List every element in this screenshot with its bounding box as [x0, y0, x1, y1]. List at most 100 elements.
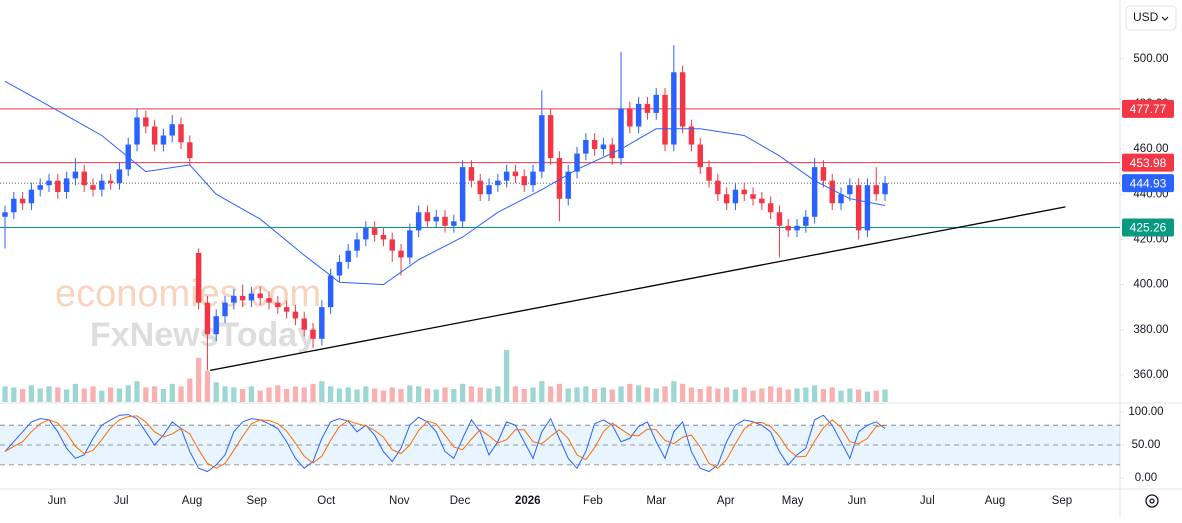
- candle-body: [574, 153, 580, 172]
- volume-bar: [855, 389, 862, 402]
- volume-bar: [794, 388, 800, 402]
- candle-body: [767, 203, 774, 213]
- candle-body: [345, 250, 351, 262]
- candle-body: [398, 250, 404, 258]
- x-tick-label: Jun: [848, 495, 867, 507]
- price-label: 477.77: [1130, 102, 1167, 116]
- volume-bar: [715, 388, 721, 402]
- candle-body: [301, 318, 307, 330]
- candle-body: [195, 252, 202, 303]
- volume-bar: [257, 390, 263, 402]
- volume-bar: [19, 389, 26, 402]
- candle-body: [292, 311, 299, 319]
- volume-bar: [539, 381, 545, 402]
- volume-bar: [618, 386, 624, 402]
- candle-body: [336, 261, 343, 276]
- volume-bar: [864, 391, 871, 402]
- volume-bar: [283, 389, 290, 402]
- volume-bar: [591, 389, 598, 402]
- candle-body: [671, 72, 677, 145]
- candle-body: [37, 185, 43, 190]
- candle-body: [19, 198, 26, 204]
- volume-bar: [495, 386, 501, 402]
- volume-bar: [662, 386, 668, 402]
- volume-bar: [143, 387, 149, 402]
- candle-body: [169, 124, 175, 136]
- volume-bar: [459, 383, 466, 402]
- volume-bar: [72, 383, 79, 402]
- volume-bar: [37, 388, 43, 402]
- volume-bar: [723, 387, 730, 402]
- candle-body: [829, 180, 835, 204]
- candle-body: [442, 216, 448, 226]
- candle-body: [591, 140, 598, 150]
- volume-bar: [838, 390, 844, 402]
- stoch-line: [4, 414, 886, 473]
- candle-body: [46, 180, 52, 186]
- volume-bar: [213, 382, 219, 402]
- volume-bar: [811, 385, 818, 402]
- candle-body: [239, 295, 246, 301]
- y-tick-label: 500.00: [1133, 53, 1168, 65]
- volume-bar: [521, 389, 527, 402]
- volume-bar: [556, 383, 563, 402]
- volume-bar: [530, 387, 536, 402]
- volume-bar: [292, 386, 299, 402]
- candle-body: [759, 198, 765, 204]
- candle-body: [160, 135, 167, 145]
- volume-bar: [204, 370, 211, 402]
- settings-icon[interactable]: [1145, 494, 1159, 508]
- price-label: 425.26: [1130, 221, 1167, 235]
- candle-body: [178, 124, 184, 143]
- price-label-box: [1122, 218, 1174, 237]
- candle-body: [327, 275, 334, 308]
- volume-bar: [442, 387, 448, 402]
- candle-body: [556, 158, 563, 199]
- volume-bar: [275, 385, 281, 402]
- candle-body: [81, 171, 87, 186]
- currency-button[interactable]: [1125, 5, 1177, 31]
- volume-bar: [11, 387, 17, 402]
- candle-body: [433, 216, 439, 222]
- candle-body: [530, 171, 536, 186]
- currency-label[interactable]: USD: [1133, 10, 1159, 24]
- volume-bar: [398, 389, 404, 402]
- price-label: 453.98: [1130, 156, 1167, 170]
- candle-body: [715, 180, 721, 195]
- x-tick-label: Jul: [920, 495, 935, 507]
- candle-body: [495, 180, 501, 186]
- candle-body: [283, 307, 290, 312]
- volume-bar: [706, 386, 712, 402]
- y-tick-label: 0.00: [1135, 472, 1157, 484]
- volume-bar: [363, 386, 369, 402]
- candle-body: [847, 185, 853, 195]
- volume-bar: [829, 387, 835, 402]
- volume-bar: [389, 387, 395, 402]
- stoch-line: [4, 415, 886, 469]
- candle-body: [855, 185, 862, 231]
- candle-body: [389, 239, 395, 251]
- volume-bar: [28, 385, 35, 402]
- volume-bar: [644, 387, 651, 402]
- candle-body: [468, 167, 475, 181]
- volume-bar: [609, 389, 615, 402]
- volume-bar: [160, 389, 167, 402]
- candle-body: [451, 221, 457, 226]
- candle-body: [741, 189, 747, 195]
- volume-bar: [803, 387, 809, 402]
- candle-body: [28, 189, 35, 204]
- candle-body: [213, 316, 219, 335]
- volume-bar: [503, 350, 510, 402]
- volume-bar: [847, 388, 853, 402]
- x-tick-label: Jun: [48, 495, 67, 507]
- candle-body: [688, 126, 695, 145]
- y-tick-label: 400.00: [1133, 279, 1168, 291]
- candle-body: [72, 171, 79, 179]
- candle-body: [231, 295, 237, 303]
- volume-bar: [195, 357, 202, 402]
- volume-bar: [565, 388, 571, 402]
- candle-body: [547, 115, 554, 159]
- candle-body: [380, 234, 387, 240]
